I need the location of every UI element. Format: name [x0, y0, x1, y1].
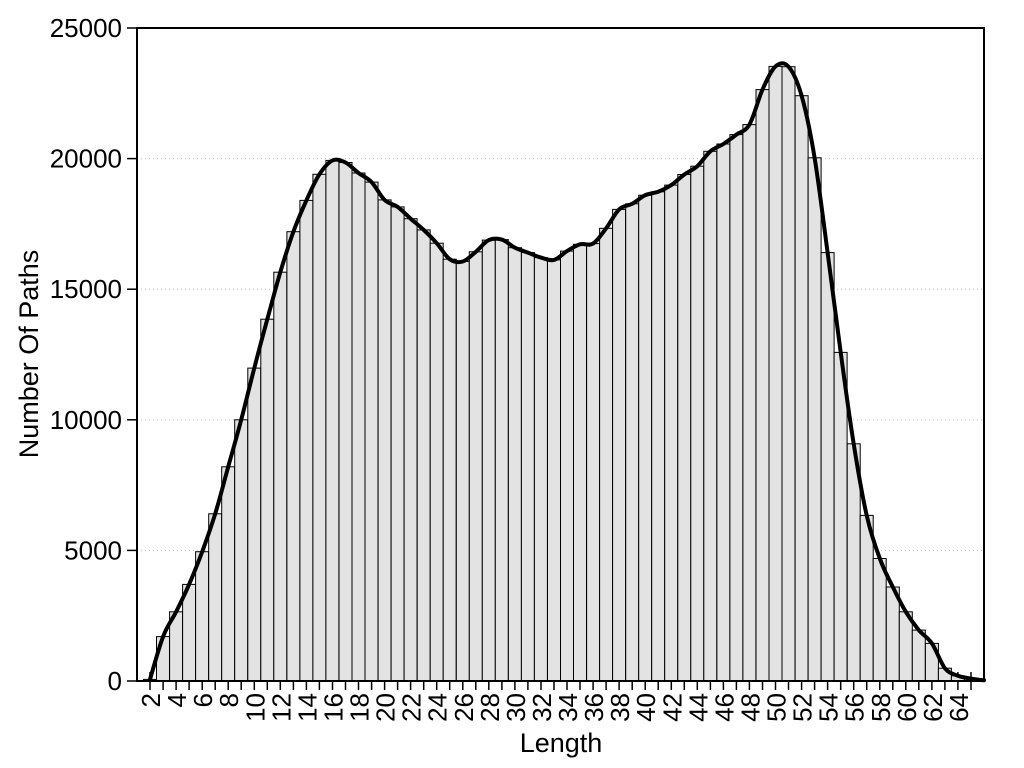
- histogram-bar: [286, 231, 301, 682]
- x-tick-label: 46: [709, 693, 739, 722]
- histogram-bar: [560, 250, 574, 682]
- x-tick-label: 34: [553, 693, 583, 722]
- x-tick-label: 48: [735, 693, 765, 722]
- histogram-bar: [338, 162, 353, 682]
- histogram-bar: [234, 419, 249, 682]
- histogram-bar: [859, 514, 874, 682]
- y-tick-label: 10000: [50, 405, 122, 435]
- x-tick-label: 24: [423, 693, 453, 722]
- y-tick-label: 15000: [50, 274, 122, 304]
- histogram-bar: [885, 586, 900, 682]
- histogram-bar: [794, 95, 809, 682]
- histogram-bar: [573, 243, 587, 682]
- x-tick-label: 6: [188, 693, 218, 707]
- histogram-bar: [599, 227, 614, 682]
- histogram-bar: [195, 551, 210, 682]
- x-tick-label: 32: [527, 693, 557, 722]
- histogram-bar: [468, 251, 483, 682]
- x-tick-label: 38: [605, 693, 635, 722]
- x-tick-label: 54: [814, 693, 844, 722]
- histogram-bar: [716, 143, 731, 682]
- x-tick-label: 28: [475, 693, 505, 722]
- histogram-bar: [807, 157, 822, 682]
- histogram-bar: [312, 173, 327, 682]
- x-tick-label: 58: [866, 693, 896, 722]
- histogram-bar: [690, 165, 705, 682]
- histogram-bar: [377, 199, 392, 682]
- y-tick-label: 25000: [50, 13, 122, 43]
- x-tick-label: 18: [345, 693, 375, 722]
- x-tick-label: 10: [240, 693, 270, 722]
- histogram-bar: [547, 259, 561, 682]
- histogram-bar: [260, 318, 275, 682]
- histogram-bar: [664, 184, 679, 682]
- histogram-bar: [247, 367, 262, 682]
- histogram-bar: [429, 242, 444, 682]
- histogram-bar: [703, 150, 718, 682]
- histogram-bar: [520, 252, 535, 682]
- x-tick-label: 50: [762, 693, 792, 722]
- histogram-bar: [156, 636, 170, 682]
- x-tick-label: 36: [579, 693, 609, 722]
- histogram-bar: [364, 181, 379, 682]
- histogram-bar: [677, 174, 692, 682]
- x-tick-label: 14: [292, 693, 322, 722]
- x-tick-label: 44: [683, 693, 713, 722]
- histogram-bar: [455, 261, 470, 682]
- histogram-bar: [768, 65, 783, 682]
- histogram-bar: [351, 172, 366, 682]
- histogram-bar: [494, 239, 509, 682]
- histogram-bar: [911, 629, 926, 682]
- density-curve: [148, 61, 986, 683]
- histogram-bar: [533, 257, 548, 682]
- x-tick-label: 40: [631, 693, 661, 722]
- x-tick-label: 42: [657, 693, 687, 722]
- histogram-bar: [507, 247, 522, 682]
- histogram-bar: [403, 218, 418, 682]
- x-tick-label: 20: [371, 693, 401, 722]
- histogram-bar: [755, 89, 770, 682]
- x-tick-label: 16: [319, 693, 349, 722]
- histogram-bar: [651, 191, 666, 682]
- histogram-bar: [325, 159, 340, 682]
- histogram-bar: [416, 229, 431, 682]
- y-tick-label: 0: [108, 666, 122, 696]
- x-tick-label: 30: [501, 693, 531, 722]
- x-tick-label: 64: [944, 693, 974, 722]
- histogram-bar: [638, 194, 653, 682]
- y-tick-label: 5000: [64, 535, 122, 565]
- x-tick-label: 60: [892, 693, 922, 722]
- y-axis-title: Number Of Paths: [14, 250, 44, 459]
- x-tick-label: 56: [840, 693, 870, 722]
- histogram-bar: [586, 243, 601, 682]
- y-tick-label: 20000: [50, 144, 122, 174]
- histogram-bar: [299, 199, 314, 682]
- histogram-bar: [833, 351, 848, 682]
- x-tick-label: 26: [449, 693, 479, 722]
- histogram-bar: [273, 271, 288, 682]
- x-tick-label: 52: [788, 693, 818, 722]
- x-tick-label: 8: [214, 693, 244, 707]
- x-tick-label: 62: [918, 693, 948, 722]
- histogram-bar: [390, 206, 405, 682]
- x-tick-label: 12: [266, 693, 296, 722]
- histogram-bar: [729, 134, 744, 682]
- histogram-bar: [442, 258, 457, 682]
- histogram-bar: [612, 208, 627, 682]
- x-tick-label: 2: [136, 693, 166, 707]
- x-tick-label: 4: [162, 693, 192, 707]
- histogram-bar: [820, 252, 835, 682]
- histogram-bar: [481, 239, 496, 682]
- histogram-bar: [742, 124, 757, 682]
- histogram-bar: [781, 66, 796, 682]
- histogram-bar: [221, 466, 236, 682]
- histogram-bar: [872, 558, 887, 682]
- plot-border: [136, 27, 985, 682]
- histogram-bar: [208, 513, 223, 682]
- histogram-bar: [625, 203, 640, 682]
- x-tick-label: 22: [397, 693, 427, 722]
- x-axis-title: Length: [520, 728, 603, 758]
